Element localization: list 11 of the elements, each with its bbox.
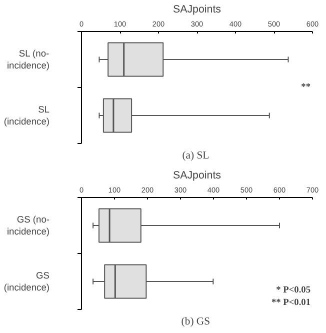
annotation: * P<0.05 [276, 285, 311, 296]
annotation: ** [301, 82, 311, 92]
x-axis-title: SAJpoints [173, 4, 221, 16]
text: (b) GS [181, 316, 210, 328]
text: (a) SL [182, 150, 210, 162]
y-tick-label: SL (incidence) [4, 104, 50, 126]
y-tick-label: GS (no-incidence) [6, 214, 50, 236]
y-tick-label: SL (no-incidence) [6, 48, 50, 70]
y-tick-label: GS (incidence) [4, 270, 50, 292]
x-axis-title: SAJpoints [173, 170, 221, 182]
annotation: ** P<0.01 [272, 298, 311, 308]
